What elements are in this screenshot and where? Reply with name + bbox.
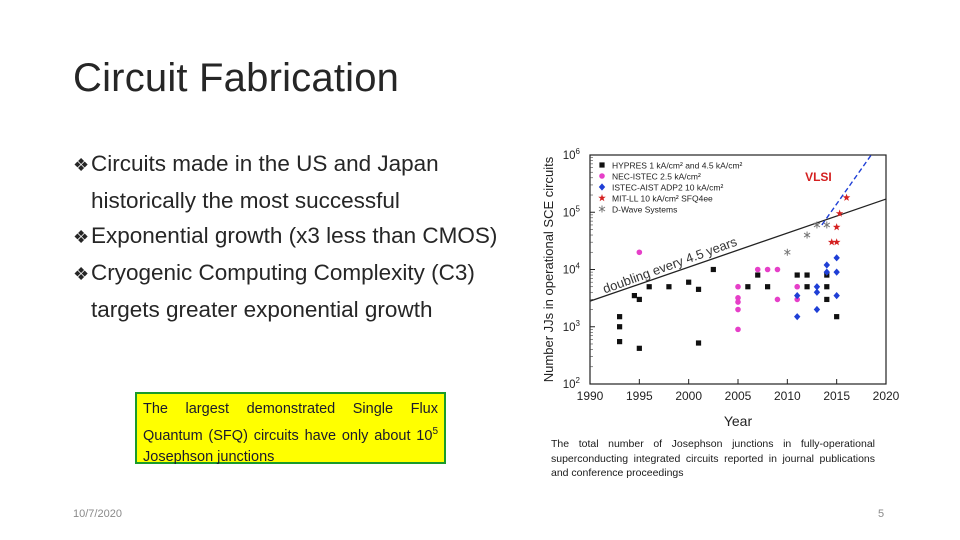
vlsi-annotation: VLSI: [805, 170, 832, 184]
data-point: [774, 296, 781, 303]
diamond-bullet-icon: ❖: [73, 264, 90, 284]
y-tick-exponent: 2: [576, 376, 581, 385]
jj-growth-chart: 1990 1995 2000 2005 2010 2015 2020 102 103 104 105…: [534, 144, 900, 432]
data-point: [804, 272, 810, 278]
asterisk-stroke: [598, 206, 606, 212]
legend-marker: [599, 162, 605, 168]
callout-exponent: 5: [432, 425, 438, 437]
bullet-item: ❖Exponential growth (x3 less than CMOS): [73, 218, 503, 255]
footer-date: 10/7/2020: [73, 508, 122, 520]
data-point: [686, 279, 692, 285]
data-point: [735, 295, 741, 301]
x-tick-label: 2020: [873, 389, 900, 403]
bullet-text: Circuits made in the US and Japan histor…: [91, 151, 439, 213]
data-point: [824, 296, 830, 303]
data-point: [832, 223, 841, 231]
x-tick-label: 1995: [626, 389, 653, 403]
data-point: [813, 221, 821, 229]
legend-label: ISTEC-AIST ADP2 10 kA/cm²: [612, 183, 723, 193]
data-point: [755, 272, 761, 278]
data-point: [735, 283, 741, 290]
data-point: [764, 266, 771, 273]
data-point: [794, 283, 800, 290]
data-point: [823, 221, 831, 229]
legend-marker: [599, 173, 605, 179]
data-point: [784, 248, 791, 256]
bullet-item: ❖Cryogenic Computing Complexity (C3) tar…: [73, 255, 503, 327]
legend-marker: [598, 183, 606, 191]
data-point: [710, 266, 716, 273]
callout-text: The largest demonstrated Single Flux Qua…: [143, 401, 438, 444]
legend-label: HYPRES 1 kA/cm² and 4.5 kA/cm²: [612, 161, 743, 171]
diamond-bullet-icon: ❖: [73, 227, 90, 247]
data-point: [834, 314, 840, 320]
slide-title: Circuit Fabrication: [73, 56, 400, 100]
legend-label: NEC-ISTEC 2.5 kA/cm²: [612, 172, 701, 182]
x-tick-label: 1990: [577, 389, 604, 403]
data-point: [735, 326, 741, 333]
x-tick-label: 2010: [774, 389, 801, 403]
data-point: [695, 340, 702, 346]
data-point: [835, 209, 844, 217]
asterisk-stroke: [803, 232, 811, 238]
y-tick-exponent: 5: [576, 204, 581, 213]
asterisk-stroke: [784, 249, 791, 255]
data-point: [735, 299, 741, 305]
x-tick-label: 2015: [823, 389, 850, 403]
data-point: [765, 284, 771, 290]
chart-svg: 1990 1995 2000 2005 2010 2015 2020102103104105…: [534, 144, 900, 432]
x-tick-label: 2000: [675, 389, 702, 403]
legend-label: D-Wave Systems: [612, 205, 677, 215]
page-number: 5: [878, 508, 885, 520]
data-point: [774, 266, 781, 273]
vlsi-line: [821, 154, 872, 226]
data-point: [794, 272, 800, 278]
y-tick-exponent: 4: [576, 262, 581, 271]
data-point: [617, 314, 623, 320]
data-point: [617, 324, 623, 330]
data-point: [745, 284, 751, 290]
legend-marker: [598, 194, 606, 202]
data-point: [646, 284, 652, 290]
data-point: [803, 231, 811, 239]
data-point: [695, 286, 702, 292]
diamond-bullet-icon: ❖: [73, 155, 90, 175]
bullet-text: Cryogenic Computing Complexity (C3) targ…: [91, 260, 475, 322]
bullet-text: Exponential growth (x3 less than CMOS): [91, 223, 498, 248]
data-point: [636, 345, 642, 351]
data-point: [636, 296, 642, 303]
x-axis-label: Year: [724, 413, 753, 429]
y-tick-exponent: 3: [576, 319, 581, 328]
data-point: [735, 306, 741, 313]
data-point: [842, 193, 851, 201]
bullet-list: ❖Circuits made in the US and Japan histo…: [73, 146, 503, 327]
data-point: [794, 296, 800, 303]
asterisk-stroke: [813, 222, 821, 228]
data-point: [631, 293, 637, 299]
data-point: [636, 249, 643, 256]
data-point: [666, 284, 672, 290]
data-point: [827, 238, 836, 246]
trend-line: [589, 198, 887, 302]
data-point: [804, 284, 810, 290]
data-point: [617, 339, 623, 345]
legend-marker: [598, 205, 606, 213]
y-tick-exponent: 6: [576, 147, 581, 156]
legend-label: MIT-LL 10 kA/cm² SFQ4ee: [612, 194, 713, 204]
bullet-item: ❖Circuits made in the US and Japan histo…: [73, 146, 503, 218]
asterisk-stroke: [823, 222, 831, 228]
data-point: [754, 266, 761, 273]
x-tick-label: 2005: [725, 389, 752, 403]
callout-box: The largest demonstrated Single Flux Qua…: [135, 392, 446, 465]
data-point: [824, 284, 830, 290]
y-axis-label: Number JJs in operational SCE circuits: [541, 156, 556, 382]
callout-suffix: Josephson junctions: [143, 448, 275, 465]
data-point: [832, 238, 841, 246]
figure-caption: The total number of Josephson junctions …: [551, 438, 875, 479]
